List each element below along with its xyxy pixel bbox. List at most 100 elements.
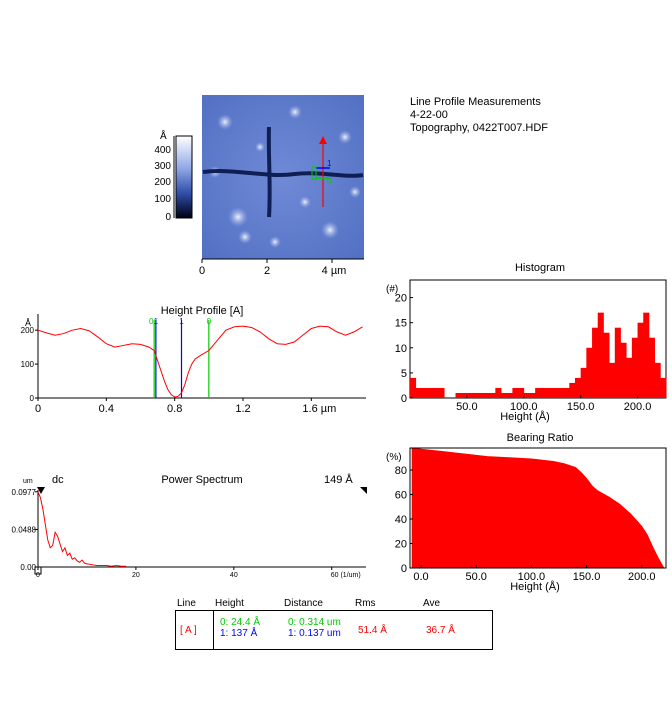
col-header: Line: [177, 598, 196, 609]
bearing-ratio-chart[interactable]: Bearing Ratio (%) Height (Å) 80 60 40 20 0 0.…: [380, 428, 672, 596]
br-y-tick-label: 0: [401, 563, 407, 575]
line-id: [ A ]: [180, 625, 197, 636]
ps-y-tick-label: 0.0977: [12, 488, 37, 497]
hp-cursor-label: 0: [207, 317, 212, 326]
hp-cursor-label: 0: [149, 317, 154, 326]
height-profile-title: Height Profile [A]: [161, 305, 244, 317]
hp-y-tick-label: 100: [21, 360, 35, 369]
hist-bar: [540, 387, 547, 398]
left-marker-icon: [37, 487, 45, 494]
cursor-label: 1: [327, 159, 332, 168]
br-y-tick-label: 60: [395, 490, 407, 502]
header-title: Line Profile Measurements: [410, 96, 541, 108]
power-spectrum-chart[interactable]: Power Spectrum dc 149 Å um 0.0977 0.0488 0…: [0, 470, 380, 582]
hist-bar: [529, 392, 536, 398]
table-header-row: Line Height Distance Rms Ave: [175, 598, 493, 610]
hist-bar: [552, 387, 559, 398]
hp-x-tick-label: 0.4: [99, 403, 114, 415]
ps-y-tick-label: 0.00: [20, 563, 36, 572]
distance-1-value: 1: 0.137 um: [288, 628, 341, 639]
scratch-vertical: [266, 126, 272, 218]
br-y-tick-label: 40: [395, 514, 407, 526]
ps-series-line: [37, 491, 127, 567]
power-spectrum-rms-label: 149 Å: [324, 473, 353, 486]
hist-bar: [427, 387, 434, 398]
hist-bar: [592, 327, 599, 398]
col-header: Distance: [284, 598, 323, 609]
hist-bar: [546, 387, 553, 398]
surface-grains: [209, 105, 361, 248]
hist-bar: [466, 392, 473, 398]
rms-value: 51.4 Å: [358, 625, 387, 636]
hp-x-tick-label: 1.6 µm: [302, 403, 336, 415]
hist-y-tick-label: 5: [401, 368, 407, 380]
hist-bar: [410, 377, 417, 398]
scratch-horizontal: [202, 169, 364, 178]
height-1-value: 1: 137 Å: [220, 628, 258, 639]
hist-bar: [461, 392, 468, 398]
cursor-box: [311, 166, 317, 180]
hist-y-tick-label: 10: [395, 343, 407, 355]
hist-bar: [609, 362, 616, 398]
colorbar-tick: 100: [154, 194, 171, 205]
cursor-label: 0: [327, 177, 332, 186]
hp-x-tick-label: 0.8: [167, 403, 182, 415]
br-x-tick-label: 150.0: [573, 571, 601, 583]
hist-bar: [495, 387, 502, 398]
hist-bar: [455, 392, 462, 398]
ps-x-tick-label: 60 (1/um): [331, 572, 361, 579]
col-header: Height: [215, 598, 244, 609]
hist-bar: [586, 347, 593, 398]
table-body: [ A ] 0: 24.4 Å 1: 137 Å 0: 0.314 um 1: …: [175, 610, 493, 650]
hist-bar: [501, 392, 508, 398]
colorbar-gradient: [175, 135, 193, 219]
profile-arrow-icon: [319, 136, 327, 144]
power-spectrum-title: Power Spectrum: [161, 474, 242, 486]
image-x-axis: 0 2 4 µm: [199, 258, 364, 277]
hist-bar: [472, 392, 479, 398]
hist-bar: [614, 327, 621, 398]
br-y-tick-label: 80: [395, 465, 407, 477]
hist-bar: [478, 392, 485, 398]
distance-0-value: 0: 0.314 um: [288, 617, 341, 628]
histogram-title: Histogram: [515, 262, 565, 274]
height-profile-chart[interactable]: Height Profile [A] Å 200 100 0 0 0.4 0.8 1.2 1.…: [0, 298, 372, 418]
hist-bar: [637, 322, 644, 398]
hist-bar: [506, 392, 513, 398]
colorbar-unit: Å: [160, 129, 167, 142]
right-marker-icon: [360, 487, 367, 494]
br-frame: [409, 447, 667, 569]
image-x-tick: 4 µm: [322, 265, 347, 277]
hist-bar: [631, 337, 638, 398]
hist-bar: [421, 387, 428, 398]
histogram-chart[interactable]: Histogram (#) Height (Å) 20 15 10 5 0 50.0 100…: [380, 258, 672, 430]
hist-bar: [648, 337, 656, 398]
image-x-tick: 0: [199, 265, 205, 277]
histogram-xlabel: Height (Å): [500, 410, 550, 423]
hist-x-tick-label: 100.0: [510, 401, 538, 413]
measurements-table: Line Height Distance Rms Ave [ A ] 0: 24…: [175, 598, 493, 650]
hist-bar: [489, 392, 496, 398]
colorbar: Å 400 300 200 100 0: [154, 129, 193, 223]
colorbar-tick: 200: [154, 177, 171, 188]
hp-x-tick-label: 1.2: [235, 403, 250, 415]
col-header: Rms: [355, 598, 376, 609]
hist-bar: [483, 392, 491, 398]
image-x-tick: 2: [264, 265, 270, 277]
height-0-value: 0: 24.4 Å: [220, 617, 261, 628]
hp-y-tick-label: 200: [21, 326, 35, 335]
height-profile-ylabel: Å: [25, 318, 31, 328]
colorbar-tick: 0: [165, 212, 171, 223]
power-spectrum-dc-label: dc: [52, 474, 64, 486]
colorbar-tick: 300: [154, 161, 171, 172]
bearing-ratio-title: Bearing Ratio: [507, 432, 574, 444]
hist-x-tick-label: 200.0: [624, 401, 652, 413]
hist-bar: [643, 312, 650, 398]
hist-bar: [654, 362, 661, 398]
br-area: [411, 447, 665, 569]
col-header: Ave: [423, 598, 441, 609]
hist-bar: [535, 387, 542, 398]
hist-y-tick-label: 20: [395, 293, 407, 305]
topography-image[interactable]: 0 1: [195, 92, 375, 277]
table-divider: [213, 611, 214, 649]
